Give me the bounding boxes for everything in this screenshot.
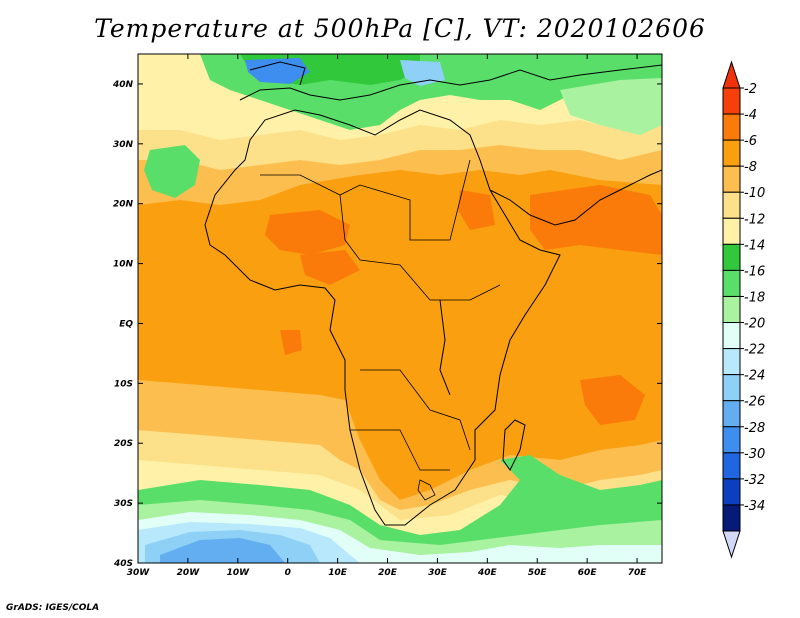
colorbar-swatch	[722, 269, 741, 297]
field-nigeria-deep	[300, 250, 360, 285]
lon-tick-label: 40E	[477, 568, 498, 578]
coastline-madagascar	[502, 419, 526, 471]
lat-tick-label: 30S	[114, 499, 133, 509]
border-sahara	[260, 159, 471, 241]
colorbar-label: -28	[744, 421, 765, 436]
colorbar-swatch	[722, 87, 741, 115]
colorbar-swatch	[722, 504, 741, 532]
grads-credit: GrADS: IGES/COLA	[6, 603, 100, 613]
colorbar-swatch	[722, 165, 741, 193]
temperature-map-figure: 30W 20W 10W 0 10E 20E 30E 40E 50E 60E 70E 40N 30N 20…	[112, 53, 765, 578]
lon-tick-label: 30E	[428, 568, 448, 578]
colorbar-swatch	[722, 191, 741, 219]
lat-axis: 40N 30N 20N 10N EQ 10S 20S 30S 40S	[112, 80, 662, 569]
field-atlantic-green	[144, 145, 200, 198]
border-lesotho	[417, 479, 436, 501]
lat-tick-label: 10S	[114, 379, 133, 389]
colorbar-swatch	[722, 452, 741, 480]
colorbar-swatch	[722, 217, 741, 245]
colorbar-label: -34	[744, 499, 765, 514]
field-arabia-deep	[530, 185, 662, 255]
lon-tick-label: 20W	[177, 568, 201, 578]
lon-tick-label: 20E	[378, 568, 398, 578]
colorbar-swatch	[722, 400, 741, 428]
lat-tick-label: EQ	[119, 319, 133, 329]
map-title: Temperature at 500hPa [C], VT: 202010260…	[94, 14, 706, 43]
coastline-africa	[204, 109, 561, 526]
border-south-africa	[350, 429, 450, 471]
colorbar-bottom-arrow	[722, 530, 741, 559]
lon-tick-label: 10E	[328, 568, 348, 578]
field-sudan-deep	[458, 190, 495, 230]
lon-tick-label: 10W	[227, 568, 251, 578]
colorbar-label: -16	[744, 264, 765, 279]
colorbar-swatch	[722, 113, 741, 141]
colorbar-label: -26	[744, 395, 765, 410]
border-central	[339, 194, 501, 301]
lon-tick-label: 60E	[578, 568, 598, 578]
lakes-rift	[439, 299, 451, 396]
colorbar-label: -32	[744, 473, 765, 488]
field-iran-lightgreen	[560, 78, 662, 135]
colorbar-label: -6	[744, 134, 757, 149]
lon-tick-label: 30W	[127, 568, 151, 578]
field-south-blue	[160, 538, 285, 563]
colorbar-swatch	[722, 243, 741, 271]
lat-tick-label: 20N	[113, 200, 134, 210]
coastline-iberia	[249, 61, 306, 86]
colorbar-top-arrow	[722, 60, 741, 89]
lat-tick-label: 40S	[113, 559, 133, 569]
colorbar-swatch	[722, 322, 741, 350]
colorbar-label: -20	[744, 317, 765, 332]
lon-tick-label: 50E	[528, 568, 548, 578]
lat-tick-label: 20S	[114, 439, 133, 449]
colorbar-swatch	[722, 478, 741, 506]
colorbar-label: -30	[744, 447, 765, 462]
field-iberia-blue	[245, 58, 310, 84]
colorbar-swatch	[722, 139, 741, 167]
colorbar: -2 -4 -6 -8 -10 -12 -14 -16 -18 -20 -22 -24 -26 -28 -3…	[722, 60, 765, 559]
colorbar-label: -24	[744, 369, 765, 384]
colorbar-label: -4	[744, 108, 757, 123]
lat-tick-label: 40N	[112, 80, 134, 90]
border-southern	[360, 369, 471, 451]
field-indian-deep	[580, 375, 645, 425]
coastline-arabia	[489, 169, 662, 226]
field-gulf-deep	[280, 330, 302, 355]
colorbar-label: -22	[744, 343, 765, 358]
lat-tick-label: 30N	[113, 140, 134, 150]
field-balkan-blue	[400, 60, 445, 86]
colorbar-swatch	[722, 295, 741, 324]
colorbar-swatch	[722, 348, 741, 376]
colorbar-label: -12	[744, 212, 765, 227]
plot-frame	[137, 53, 663, 564]
lat-tick-label: 10N	[113, 260, 134, 270]
colorbar-swatch	[722, 374, 741, 402]
colorbar-label: -14	[744, 238, 765, 253]
temperature-field	[138, 54, 662, 563]
colorbar-swatch	[722, 426, 741, 454]
colorbar-label: -2	[744, 82, 757, 97]
field-westafrica-deep	[265, 210, 350, 255]
lon-tick-label: 0	[285, 568, 291, 578]
lon-tick-label: 70E	[628, 568, 648, 578]
colorbar-label: -18	[744, 290, 765, 305]
coastline-europe	[239, 64, 662, 101]
lon-axis: 30W 20W 10W 0 10E 20E 30E 40E 50E 60E 70E	[127, 54, 647, 578]
colorbar-label: -10	[744, 186, 765, 201]
colorbar-label: -8	[744, 160, 757, 175]
